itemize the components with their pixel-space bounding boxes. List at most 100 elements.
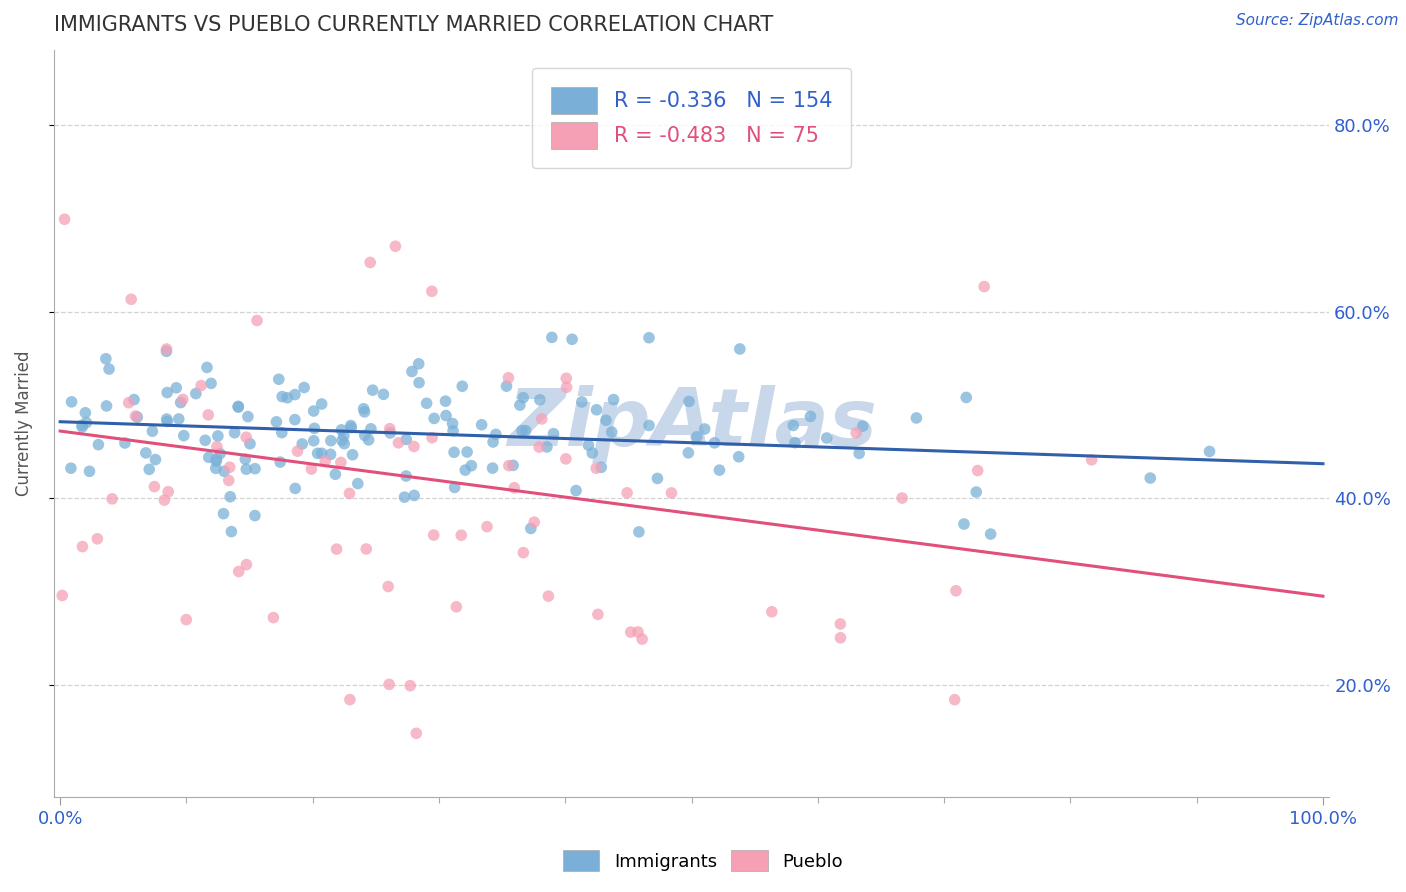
Point	[460, 458, 482, 473]
Point	[353, 401, 375, 416]
Point	[581, 446, 603, 460]
Point	[1198, 444, 1220, 458]
Point	[169, 395, 191, 409]
Point	[509, 398, 531, 412]
Point	[530, 412, 553, 426]
Point	[200, 376, 222, 391]
Point	[353, 405, 375, 419]
Point	[678, 446, 700, 460]
Point	[638, 418, 661, 433]
Point	[124, 409, 146, 423]
Point	[661, 486, 683, 500]
Point	[394, 490, 416, 504]
Point	[783, 435, 806, 450]
Point	[291, 437, 314, 451]
Point	[235, 558, 257, 572]
Point	[72, 540, 94, 554]
Point	[207, 429, 229, 443]
Point	[325, 542, 347, 557]
Point	[485, 427, 508, 442]
Point	[342, 448, 364, 462]
Point	[360, 422, 382, 436]
Point	[266, 415, 288, 429]
Point	[212, 464, 235, 478]
Text: Source: ZipAtlas.com: Source: ZipAtlas.com	[1236, 13, 1399, 29]
Point	[205, 454, 228, 468]
Text: ZipAtlas: ZipAtlas	[506, 384, 876, 463]
Point	[498, 371, 520, 385]
Point	[422, 528, 444, 542]
Point	[373, 387, 395, 401]
Point	[423, 411, 446, 425]
Point	[520, 521, 543, 535]
Point	[101, 491, 124, 506]
Point	[405, 726, 427, 740]
Point	[333, 429, 356, 443]
Point	[434, 394, 457, 409]
Point	[571, 395, 593, 409]
Point	[204, 461, 226, 475]
Point	[602, 392, 624, 407]
Point	[620, 625, 643, 640]
Point	[340, 420, 363, 434]
Point	[138, 462, 160, 476]
Point	[98, 362, 121, 376]
Point	[226, 400, 249, 414]
Point	[703, 435, 725, 450]
Point	[302, 434, 325, 448]
Point	[284, 412, 307, 426]
Point	[891, 491, 914, 505]
Point	[118, 395, 141, 409]
Point	[361, 383, 384, 397]
Point	[212, 507, 235, 521]
Point	[503, 481, 526, 495]
Point	[157, 484, 180, 499]
Point	[585, 461, 607, 475]
Point	[219, 490, 242, 504]
Point	[510, 424, 533, 438]
Point	[631, 632, 654, 646]
Point	[311, 397, 333, 411]
Point	[339, 418, 361, 433]
Point	[353, 428, 375, 442]
Point	[536, 440, 558, 454]
Point	[156, 414, 179, 428]
Point	[236, 409, 259, 424]
Point	[456, 445, 478, 459]
Point	[830, 631, 852, 645]
Point	[709, 463, 731, 477]
Point	[815, 431, 838, 445]
Point	[339, 692, 361, 706]
Point	[262, 610, 284, 624]
Point	[319, 434, 342, 448]
Point	[233, 452, 256, 467]
Point	[330, 434, 353, 448]
Point	[235, 462, 257, 476]
Point	[79, 464, 101, 478]
Point	[434, 409, 457, 423]
Point	[378, 422, 401, 436]
Legend: R = -0.336   N = 154, R = -0.483   N = 75: R = -0.336 N = 154, R = -0.483 N = 75	[533, 69, 851, 168]
Point	[75, 416, 97, 430]
Point	[218, 474, 240, 488]
Point	[616, 485, 638, 500]
Text: IMMIGRANTS VS PUEBLO CURRENTLY MARRIED CORRELATION CHART: IMMIGRANTS VS PUEBLO CURRENTLY MARRIED C…	[53, 15, 773, 35]
Point	[980, 527, 1002, 541]
Point	[226, 400, 249, 414]
Point	[515, 424, 537, 438]
Point	[454, 463, 477, 477]
Point	[235, 430, 257, 444]
Point	[475, 519, 498, 533]
Point	[155, 344, 177, 359]
Point	[693, 422, 716, 436]
Y-axis label: Currently Married: Currently Married	[15, 351, 32, 496]
Point	[627, 524, 650, 539]
Point	[378, 677, 401, 691]
Point	[395, 433, 418, 447]
Point	[420, 431, 443, 445]
Point	[284, 482, 307, 496]
Point	[270, 425, 292, 440]
Point	[966, 464, 988, 478]
Point	[1080, 452, 1102, 467]
Point	[415, 396, 437, 410]
